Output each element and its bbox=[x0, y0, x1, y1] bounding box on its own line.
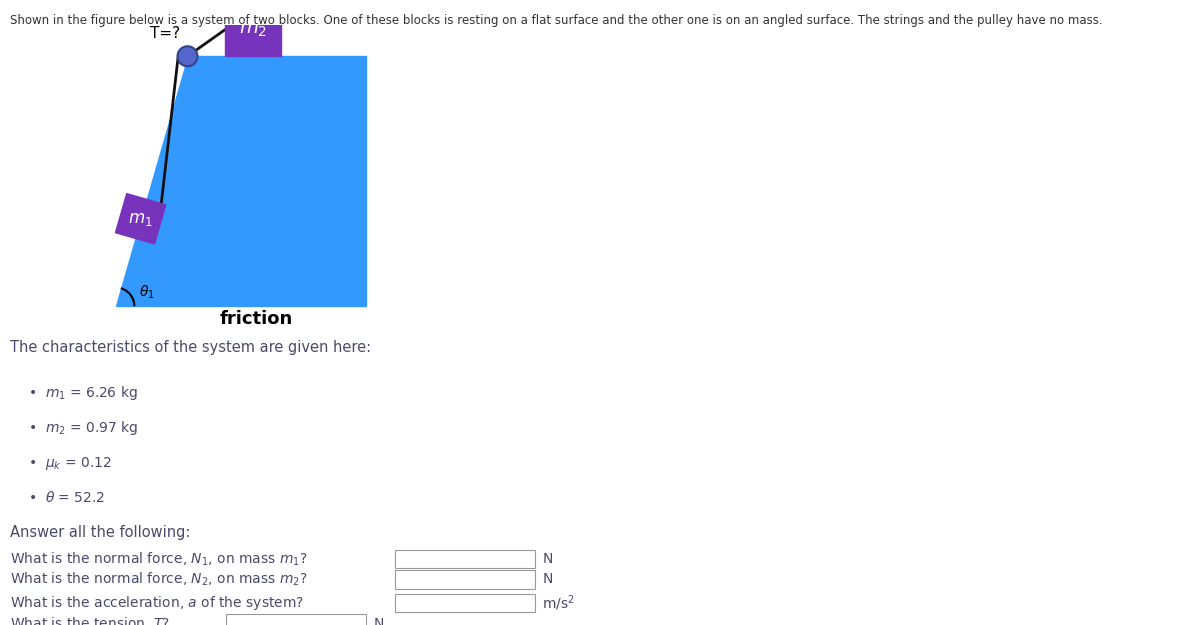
FancyBboxPatch shape bbox=[226, 614, 366, 625]
Text: •  $\mu_k$ = 0.12: • $\mu_k$ = 0.12 bbox=[28, 454, 112, 472]
Text: $m_2$: $m_2$ bbox=[239, 20, 268, 39]
Text: What is the tension, $T$?: What is the tension, $T$? bbox=[10, 615, 170, 625]
Text: $\theta_1$: $\theta_1$ bbox=[139, 283, 155, 301]
Text: T=?: T=? bbox=[150, 26, 180, 41]
Text: •  $m_2$ = 0.97 kg: • $m_2$ = 0.97 kg bbox=[28, 419, 138, 437]
Text: •  $m_1$ = 6.26 kg: • $m_1$ = 6.26 kg bbox=[28, 384, 137, 402]
FancyBboxPatch shape bbox=[226, 3, 281, 56]
Polygon shape bbox=[115, 56, 366, 306]
Text: What is the acceleration, $a$ of the system?: What is the acceleration, $a$ of the sys… bbox=[10, 594, 304, 612]
Text: •  $\theta$ = 52.2: • $\theta$ = 52.2 bbox=[28, 490, 104, 505]
FancyBboxPatch shape bbox=[395, 594, 535, 612]
FancyBboxPatch shape bbox=[395, 550, 535, 568]
Text: N: N bbox=[373, 616, 384, 625]
Text: N: N bbox=[542, 572, 553, 586]
Text: friction: friction bbox=[220, 310, 293, 328]
Text: Shown in the figure below is a system of two blocks. One of these blocks is rest: Shown in the figure below is a system of… bbox=[10, 14, 1103, 27]
Circle shape bbox=[178, 46, 198, 66]
Text: N: N bbox=[542, 552, 553, 566]
Text: What is the normal force, $N_1$, on mass $m_1$?: What is the normal force, $N_1$, on mass… bbox=[10, 550, 307, 568]
Text: The characteristics of the system are given here:: The characteristics of the system are gi… bbox=[10, 340, 371, 355]
FancyBboxPatch shape bbox=[395, 571, 535, 589]
Polygon shape bbox=[115, 194, 166, 244]
Text: $m_1$: $m_1$ bbox=[128, 210, 152, 227]
Text: Answer all the following:: Answer all the following: bbox=[10, 525, 190, 540]
Text: What is the normal force, $N_2$, on mass $m_2$?: What is the normal force, $N_2$, on mass… bbox=[10, 571, 307, 588]
Text: m/s$^2$: m/s$^2$ bbox=[542, 593, 575, 612]
